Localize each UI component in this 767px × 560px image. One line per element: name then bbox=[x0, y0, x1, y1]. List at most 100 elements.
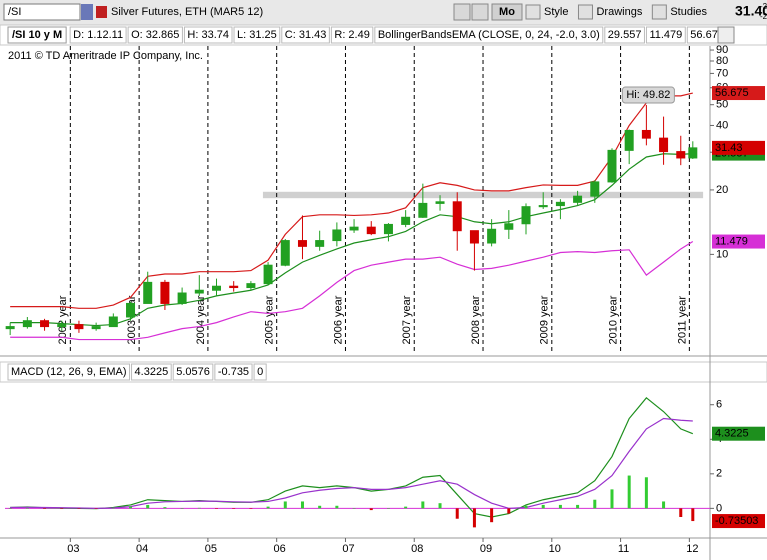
year-marker-label: 2011 year bbox=[676, 296, 688, 344]
macd-value: 5.0576 bbox=[176, 366, 210, 378]
histogram-bar bbox=[593, 499, 597, 509]
header-box bbox=[131, 363, 172, 381]
candle-body bbox=[315, 240, 325, 247]
macd-tag-box bbox=[712, 426, 765, 441]
header-value: C: 31.43 bbox=[285, 29, 327, 41]
y-tick-label: 50 bbox=[716, 99, 728, 111]
histogram-bar bbox=[180, 508, 184, 509]
histogram-bar bbox=[129, 506, 133, 509]
header-value: R: 2.49 bbox=[334, 29, 369, 41]
symbol-box[interactable] bbox=[3, 3, 81, 21]
candle-body bbox=[74, 324, 84, 330]
aggregation[interactable]: Mo bbox=[499, 6, 515, 18]
histogram-bar bbox=[662, 501, 666, 509]
year-marker-label: 2007 year bbox=[401, 295, 413, 344]
symbol-color[interactable] bbox=[96, 6, 107, 18]
candle-body bbox=[366, 226, 376, 235]
tool-icon[interactable] bbox=[471, 3, 489, 21]
header-box bbox=[7, 26, 67, 44]
candle-body bbox=[297, 240, 307, 247]
zero-line-value: 0 bbox=[257, 366, 263, 378]
header-value: L: 31.25 bbox=[237, 29, 277, 41]
header-box bbox=[127, 26, 183, 44]
header-box bbox=[645, 26, 686, 44]
x-tick-label: 03 bbox=[67, 543, 79, 555]
close-tag-box bbox=[712, 140, 765, 155]
header-value: H: 33.74 bbox=[187, 29, 229, 41]
bollinger-band bbox=[10, 241, 694, 341]
candle-body bbox=[521, 206, 531, 225]
study-value: 29.557 bbox=[608, 29, 642, 41]
histogram-bar bbox=[300, 501, 304, 509]
histogram-bar bbox=[691, 508, 695, 522]
candle-body bbox=[332, 229, 342, 242]
candle-body bbox=[590, 181, 600, 197]
histogram-bar bbox=[8, 508, 12, 509]
macd-tag: -0.73503 bbox=[715, 515, 758, 527]
histogram-bar bbox=[524, 505, 528, 509]
histogram-bar bbox=[455, 508, 459, 519]
toolbar-button[interactable]: Style bbox=[544, 6, 568, 18]
header-box bbox=[183, 26, 233, 44]
aggregation-button[interactable] bbox=[491, 3, 523, 21]
candle-body bbox=[160, 281, 170, 304]
histogram-bar bbox=[576, 504, 580, 509]
bollinger-band bbox=[10, 92, 693, 309]
header-box bbox=[330, 26, 374, 44]
y-tick-label: 10 bbox=[716, 248, 728, 260]
toolbar-button[interactable]: Drawings bbox=[596, 6, 642, 18]
settings-icon[interactable] bbox=[717, 26, 735, 44]
button-icon[interactable] bbox=[651, 4, 667, 20]
band-tag-box bbox=[712, 234, 765, 249]
tool-icon[interactable] bbox=[453, 3, 471, 21]
year-marker-label: 2006 year bbox=[332, 295, 344, 344]
year-marker-label: 2005 year bbox=[264, 295, 276, 344]
x-tick-label: 05 bbox=[205, 543, 217, 555]
histogram-bar bbox=[627, 475, 631, 509]
candle-body bbox=[435, 201, 445, 204]
year-marker-label: 2004 year bbox=[195, 295, 207, 344]
x-tick-label: 08 bbox=[411, 543, 423, 555]
histogram-bar bbox=[610, 489, 614, 509]
macd-title: MACD (12, 26, 9, EMA) bbox=[11, 366, 127, 378]
y-tick-label: 80 bbox=[716, 55, 728, 67]
candle-body bbox=[108, 316, 118, 328]
y-tick-label: 2 bbox=[716, 468, 722, 480]
candle-body bbox=[177, 292, 187, 304]
candle-body bbox=[143, 281, 153, 304]
histogram-bar bbox=[25, 508, 29, 509]
macd-tag: 4.3225 bbox=[715, 428, 749, 440]
candle-body bbox=[452, 201, 462, 232]
last-price: 31.40 bbox=[735, 3, 767, 19]
header-bar bbox=[0, 24, 767, 46]
histogram-bar bbox=[215, 508, 218, 509]
histogram-bar bbox=[490, 508, 494, 523]
study-value: 56.675 bbox=[690, 29, 724, 41]
button-icon[interactable] bbox=[577, 4, 593, 20]
button-icon[interactable] bbox=[525, 4, 541, 20]
x-tick-label: 04 bbox=[136, 543, 148, 555]
symbol-dropdown[interactable] bbox=[81, 4, 93, 20]
candle-body bbox=[229, 285, 239, 289]
study-value: 11.479 bbox=[649, 29, 682, 41]
x-tick-label: 12 bbox=[686, 543, 698, 555]
header-value: O: 32.865 bbox=[131, 29, 179, 41]
candle-body bbox=[194, 289, 204, 294]
histogram-bar bbox=[472, 508, 476, 528]
histogram-bar bbox=[283, 501, 287, 509]
header-box bbox=[233, 26, 281, 44]
candle-body bbox=[91, 326, 101, 330]
year-marker-label: 2009 year bbox=[539, 295, 551, 344]
header-box bbox=[172, 363, 214, 381]
candle-body bbox=[688, 147, 698, 159]
high-annotation: Hi: 49.82 bbox=[626, 89, 670, 101]
symbol[interactable]: /SI bbox=[8, 6, 21, 18]
candle-body bbox=[418, 202, 428, 218]
histogram-bar bbox=[249, 508, 253, 509]
histogram-bar bbox=[507, 508, 511, 514]
toolbar-button[interactable]: Studies bbox=[670, 6, 707, 18]
histogram-bar bbox=[386, 508, 390, 509]
candle-body bbox=[538, 205, 548, 208]
candle-body bbox=[212, 285, 221, 291]
